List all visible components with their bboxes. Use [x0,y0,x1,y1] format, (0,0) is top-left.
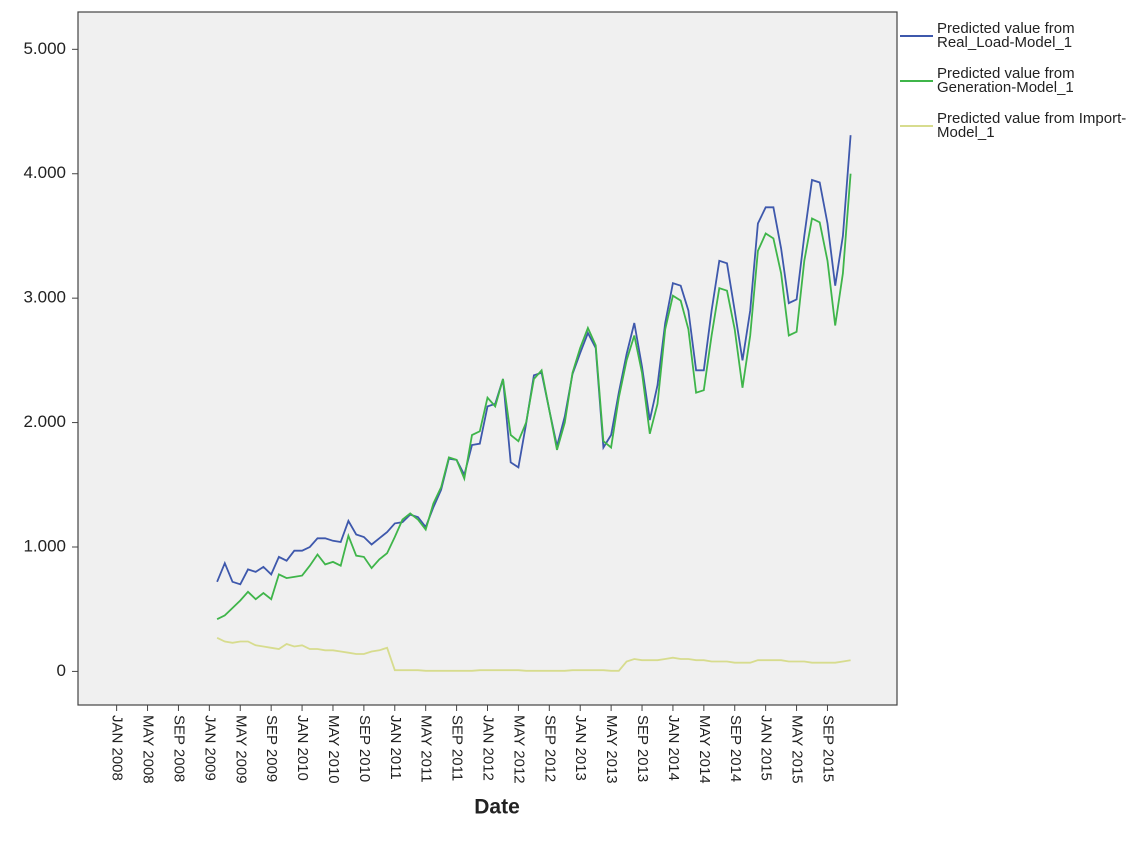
x-tick-label: JAN 2009 [201,715,218,781]
x-tick-label: SEP 2011 [449,715,466,781]
legend-swatch [900,80,933,82]
legend-label: Predicted value from Generation-Model_1 [937,65,1075,96]
x-tick-label: MAY 2013 [603,715,620,784]
x-tick-label: SEP 2012 [541,715,558,782]
x-tick-label: SEP 2009 [263,715,280,782]
legend-label: Predicted value from Real_Load-Model_1 [937,20,1075,51]
x-tick-label: MAY 2008 [140,715,157,784]
series-line [216,173,852,621]
x-tick-label: MAY 2011 [418,715,435,783]
x-tick-label: JAN 2015 [758,715,775,781]
y-tick-label: 1.000 [23,536,66,555]
y-tick-label: 4.000 [23,163,66,182]
y-tick-label: 5.000 [23,39,66,58]
x-tick-label: MAY 2015 [789,715,806,784]
legend-swatch [900,35,933,37]
y-tick-label: 3.000 [23,288,66,307]
x-tick-label: SEP 2013 [634,715,651,782]
x-tick-label: SEP 2015 [819,715,836,782]
x-tick-label: JAN 2011 [387,715,404,780]
legend-label: Predicted value from Import-Model_1 [937,110,1127,141]
x-tick-label: JAN 2014 [665,715,682,781]
x-tick-label: SEP 2014 [727,715,744,782]
series-line [216,135,852,586]
x-tick-label: MAY 2012 [510,715,527,784]
y-tick-label: 0 [57,661,66,680]
x-tick-label: SEP 2008 [170,715,187,782]
x-tick-label: MAY 2009 [232,715,249,784]
legend-swatch [900,125,933,127]
x-tick-label: MAY 2014 [696,715,713,784]
x-tick-label: JAN 2013 [572,715,589,781]
x-tick-label: JAN 2012 [480,715,497,781]
x-tick-label: JAN 2008 [109,715,126,781]
y-tick-label: 2.000 [23,412,66,431]
x-axis-title: Date [474,796,520,819]
plot-area [77,11,898,706]
x-tick-label: MAY 2010 [325,715,342,784]
x-tick-label: JAN 2010 [294,715,311,781]
series-line [216,636,851,672]
x-tick-label: SEP 2010 [356,715,373,782]
